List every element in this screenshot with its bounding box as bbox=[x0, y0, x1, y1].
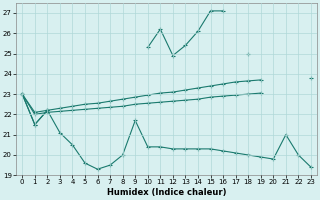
X-axis label: Humidex (Indice chaleur): Humidex (Indice chaleur) bbox=[107, 188, 226, 197]
